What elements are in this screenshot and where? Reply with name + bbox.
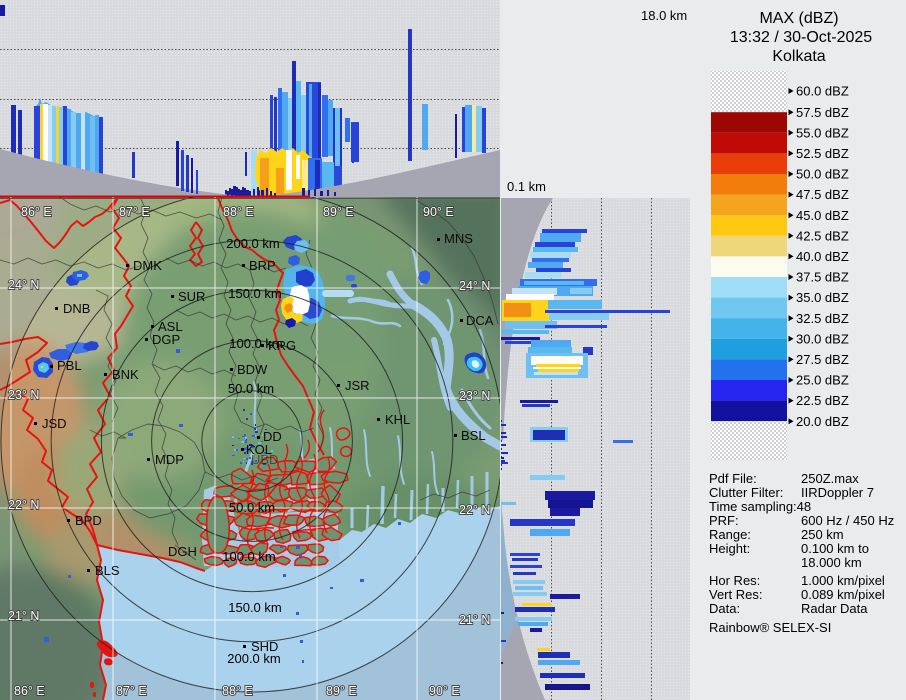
svg-text:23° N: 23° N: [459, 389, 490, 403]
svg-text:87° E: 87° E: [119, 205, 150, 219]
svg-text:DGP: DGP: [152, 332, 180, 347]
svg-text:200.0 km: 200.0 km: [226, 236, 279, 251]
svg-text:0.100 km to: 0.100 km to: [801, 541, 869, 556]
svg-text:Kolkata: Kolkata: [772, 48, 825, 65]
svg-text:Rainbow® SELEX-SI: Rainbow® SELEX-SI: [709, 620, 831, 635]
svg-text:KOL: KOL: [246, 442, 272, 457]
svg-text:MAX (dBZ): MAX (dBZ): [759, 10, 838, 27]
svg-text:22° N: 22° N: [459, 503, 490, 517]
svg-text:Radar Data: Radar Data: [801, 601, 868, 616]
svg-text:88° E: 88° E: [222, 684, 253, 698]
svg-text:40.0 dBZ: 40.0 dBZ: [796, 249, 849, 264]
svg-text:27.5 dBZ: 27.5 dBZ: [796, 352, 849, 367]
svg-text:SHD: SHD: [251, 639, 278, 654]
svg-text:50.0 dBZ: 50.0 dBZ: [796, 167, 849, 182]
svg-text:Data:: Data:: [709, 601, 740, 616]
svg-text:100.0 km: 100.0 km: [229, 336, 282, 351]
svg-text:Height:: Height:: [709, 541, 750, 556]
svg-text:ASL: ASL: [158, 319, 183, 334]
svg-text:22.5 dBZ: 22.5 dBZ: [796, 393, 849, 408]
svg-text:52.5 dBZ: 52.5 dBZ: [796, 146, 849, 161]
svg-text:37.5 dBZ: 37.5 dBZ: [796, 270, 849, 285]
svg-text:18.000 km: 18.000 km: [801, 555, 862, 570]
svg-text:90° E: 90° E: [429, 684, 460, 698]
svg-text:21° N: 21° N: [459, 613, 490, 627]
svg-text:PRF:: PRF:: [709, 513, 739, 528]
svg-text:23° N: 23° N: [8, 388, 39, 402]
svg-text:150.0 km: 150.0 km: [228, 600, 281, 615]
svg-text:Pdf File:: Pdf File:: [709, 471, 757, 486]
svg-text:86° E: 86° E: [14, 684, 45, 698]
svg-text:88° E: 88° E: [223, 205, 254, 219]
svg-text:13:32 / 30-Oct-2025: 13:32 / 30-Oct-2025: [730, 29, 872, 46]
svg-text:55.0 dBZ: 55.0 dBZ: [796, 125, 849, 140]
svg-text:IIRDoppler 7: IIRDoppler 7: [801, 485, 874, 500]
svg-text:Clutter Filter:: Clutter Filter:: [709, 485, 783, 500]
svg-text:BLS: BLS: [95, 563, 120, 578]
svg-text:0.089 km/pixel: 0.089 km/pixel: [801, 587, 885, 602]
svg-text:DNB: DNB: [63, 301, 90, 316]
svg-text:KRG: KRG: [268, 338, 296, 353]
svg-text:35.0 dBZ: 35.0 dBZ: [796, 290, 849, 305]
svg-text:BPD: BPD: [75, 513, 102, 528]
svg-text:BDW: BDW: [237, 362, 268, 377]
svg-text:200.0 km: 200.0 km: [227, 651, 280, 666]
svg-text:BSL: BSL: [461, 428, 486, 443]
svg-text:DMK: DMK: [133, 258, 162, 273]
svg-text:47.5 dBZ: 47.5 dBZ: [796, 187, 849, 202]
svg-text:DCA: DCA: [466, 313, 494, 328]
svg-text:45.0 dBZ: 45.0 dBZ: [796, 208, 849, 223]
svg-text:100.0 km: 100.0 km: [222, 549, 275, 564]
svg-text:50.0 km: 50.0 km: [228, 381, 274, 396]
svg-text:DD: DD: [263, 429, 282, 444]
svg-text:21° N: 21° N: [8, 609, 39, 623]
svg-text:42.5 dBZ: 42.5 dBZ: [796, 228, 849, 243]
svg-text:24° N: 24° N: [8, 278, 39, 292]
svg-text:18.0 km: 18.0 km: [641, 8, 687, 23]
svg-text:25.0 dBZ: 25.0 dBZ: [796, 373, 849, 388]
svg-text:Range:: Range:: [709, 527, 751, 542]
svg-text:60.0 dBZ: 60.0 dBZ: [796, 84, 849, 99]
svg-text:89° E: 89° E: [323, 205, 354, 219]
svg-text:30.0 dBZ: 30.0 dBZ: [796, 331, 849, 346]
svg-text:UBD: UBD: [251, 452, 278, 467]
svg-text:89° E: 89° E: [326, 684, 357, 698]
svg-text:Hor Res:: Hor Res:: [709, 573, 760, 588]
svg-text:600 Hz / 450 Hz: 600 Hz / 450 Hz: [801, 513, 894, 528]
svg-text:150.0 km: 150.0 km: [228, 286, 281, 301]
svg-text:57.5 dBZ: 57.5 dBZ: [796, 105, 849, 120]
svg-text:Time sampling:48: Time sampling:48: [709, 499, 811, 514]
svg-text:DGH: DGH: [168, 544, 197, 559]
svg-text:0.1 km: 0.1 km: [507, 179, 546, 194]
svg-text:KHL: KHL: [385, 412, 410, 427]
svg-text:86° E: 86° E: [21, 205, 52, 219]
svg-text:JSD: JSD: [42, 416, 67, 431]
svg-text:1.000 km/pixel: 1.000 km/pixel: [801, 573, 885, 588]
svg-text:BNK: BNK: [112, 367, 139, 382]
svg-text:87° E: 87° E: [116, 684, 147, 698]
svg-text:MNS: MNS: [444, 231, 473, 246]
svg-text:90° E: 90° E: [423, 205, 454, 219]
svg-text:SUR: SUR: [178, 289, 205, 304]
svg-text:Vert Res:: Vert Res:: [709, 587, 762, 602]
svg-text:250Z.max: 250Z.max: [801, 471, 859, 486]
svg-text:PBL: PBL: [57, 358, 82, 373]
svg-text:20.0 dBZ: 20.0 dBZ: [796, 414, 849, 429]
svg-text:BRP: BRP: [249, 258, 276, 273]
svg-text:250 km: 250 km: [801, 527, 844, 542]
svg-text:MDP: MDP: [155, 452, 184, 467]
svg-text:50.0 km: 50.0 km: [229, 500, 275, 515]
svg-text:24° N: 24° N: [459, 279, 490, 293]
svg-text:JSR: JSR: [345, 378, 370, 393]
svg-text:22° N: 22° N: [8, 498, 39, 512]
svg-text:32.5 dBZ: 32.5 dBZ: [796, 311, 849, 326]
